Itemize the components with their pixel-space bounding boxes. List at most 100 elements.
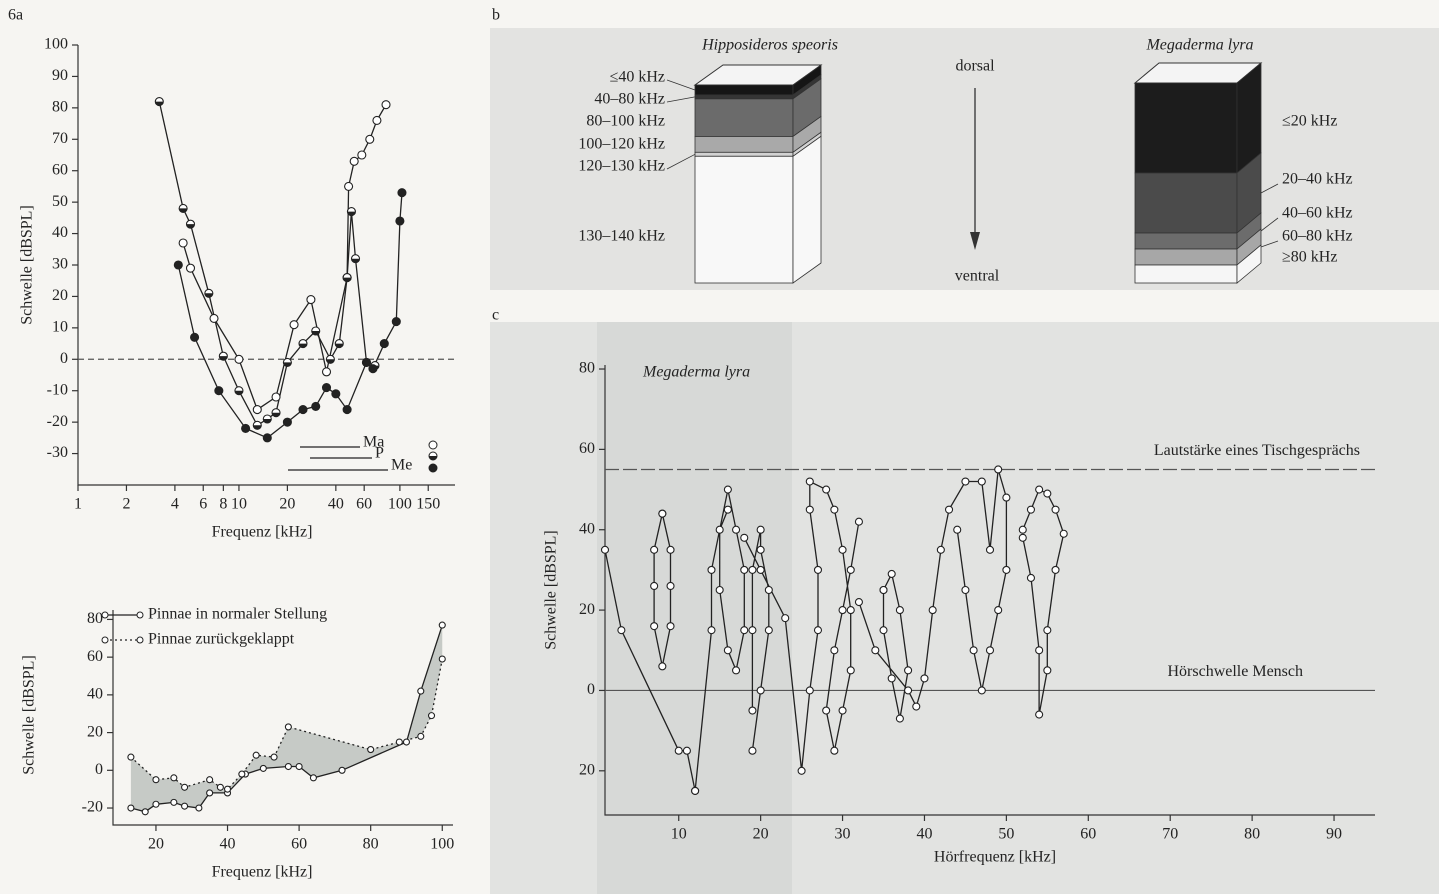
x-tick-label: 60 — [1080, 826, 1096, 843]
leader — [1260, 183, 1279, 194]
layer-label: 80–100 kHz — [586, 113, 665, 130]
point — [740, 533, 749, 542]
leader — [666, 79, 696, 91]
point — [985, 545, 995, 554]
point — [822, 485, 831, 494]
point — [223, 785, 232, 793]
point — [344, 181, 354, 191]
point — [238, 770, 246, 778]
y-tick-label: 20 — [579, 601, 595, 618]
point — [402, 738, 411, 746]
point — [379, 339, 389, 349]
point — [723, 485, 732, 494]
reference-label: Lautstärke eines Tischgesprächs — [1154, 442, 1360, 459]
y-tick-label: 60 — [52, 161, 68, 178]
y-tick-label: 80 — [87, 610, 103, 627]
point — [879, 626, 888, 635]
legend-label: Me — [391, 457, 412, 474]
point — [438, 655, 446, 663]
x-tick-label: 20 — [279, 496, 295, 513]
point — [887, 674, 896, 683]
point — [397, 188, 407, 198]
x-tick-label: 6 — [199, 496, 207, 513]
point-half — [234, 390, 243, 395]
point — [195, 804, 203, 812]
annotation: Megaderma lyra — [642, 364, 750, 381]
point — [944, 505, 954, 514]
leader — [666, 153, 696, 170]
point — [871, 646, 880, 655]
point — [289, 320, 299, 330]
stack-title: Hipposideros speoris — [701, 37, 838, 54]
layer — [694, 136, 794, 153]
x-tick-label: 70 — [1162, 826, 1178, 843]
point — [127, 753, 135, 761]
panel-label: b — [492, 7, 500, 24]
axes — [112, 610, 453, 826]
point — [206, 776, 214, 784]
reference-label: Hörschwelle Mensch — [1167, 663, 1303, 680]
layer-label: 130–140 kHz — [578, 228, 665, 245]
point — [600, 545, 610, 554]
point — [185, 263, 196, 273]
point — [830, 505, 839, 514]
x-tick-label: 100 — [388, 496, 412, 513]
point — [427, 712, 436, 720]
point — [650, 581, 659, 591]
point — [846, 565, 855, 574]
point — [879, 585, 888, 595]
point — [361, 357, 372, 367]
point — [748, 626, 757, 635]
point — [846, 606, 855, 615]
point — [920, 674, 929, 683]
x-tick-label: 100 — [430, 836, 454, 853]
x-tick-label: 30 — [835, 826, 851, 843]
legend-label: Pinnae zurückgeklappt — [148, 631, 295, 648]
y-tick-label: 20 — [87, 723, 103, 740]
point — [838, 606, 847, 615]
x-tick-label: 60 — [356, 496, 372, 513]
legend-marker — [428, 463, 438, 473]
point — [214, 386, 224, 396]
point-half — [326, 359, 335, 364]
point-half — [311, 331, 320, 335]
point — [259, 764, 267, 772]
point — [438, 621, 446, 629]
point — [732, 666, 741, 675]
point — [805, 477, 814, 486]
point — [270, 753, 278, 761]
y-axis-label: Schwelle [dBSPL] — [19, 205, 36, 325]
point — [764, 626, 773, 635]
y-tick-label: 70 — [52, 130, 68, 147]
x-axis-label: Frequenz [kHz] — [212, 524, 313, 541]
leader — [1260, 240, 1279, 248]
point — [298, 405, 308, 415]
layer-label: 40–80 kHz — [594, 91, 665, 108]
point — [904, 686, 913, 695]
point — [707, 626, 716, 635]
point-half — [263, 419, 272, 423]
y-tick-label: -30 — [47, 444, 68, 461]
legend-marker — [428, 440, 438, 450]
point — [321, 383, 332, 393]
point — [1051, 505, 1060, 514]
x-axis-label: Hörfrequenz [kHz] — [934, 849, 1056, 866]
point-half — [347, 211, 356, 216]
point — [190, 332, 200, 342]
point — [284, 762, 292, 771]
point — [805, 505, 814, 514]
point — [1035, 646, 1044, 655]
point — [797, 766, 806, 775]
layer-label: 60–80 kHz — [1282, 228, 1353, 245]
point — [666, 581, 675, 591]
layer-label: 40–60 kHz — [1282, 205, 1353, 222]
y-tick-label: 60 — [579, 440, 595, 457]
point — [271, 392, 281, 402]
x-tick-label: 90 — [1326, 826, 1342, 843]
y-tick-label: 0 — [95, 761, 103, 778]
point — [617, 626, 626, 635]
point — [650, 622, 659, 631]
point-half — [186, 224, 195, 229]
point — [252, 751, 260, 759]
x-tick-label: 60 — [291, 836, 307, 853]
